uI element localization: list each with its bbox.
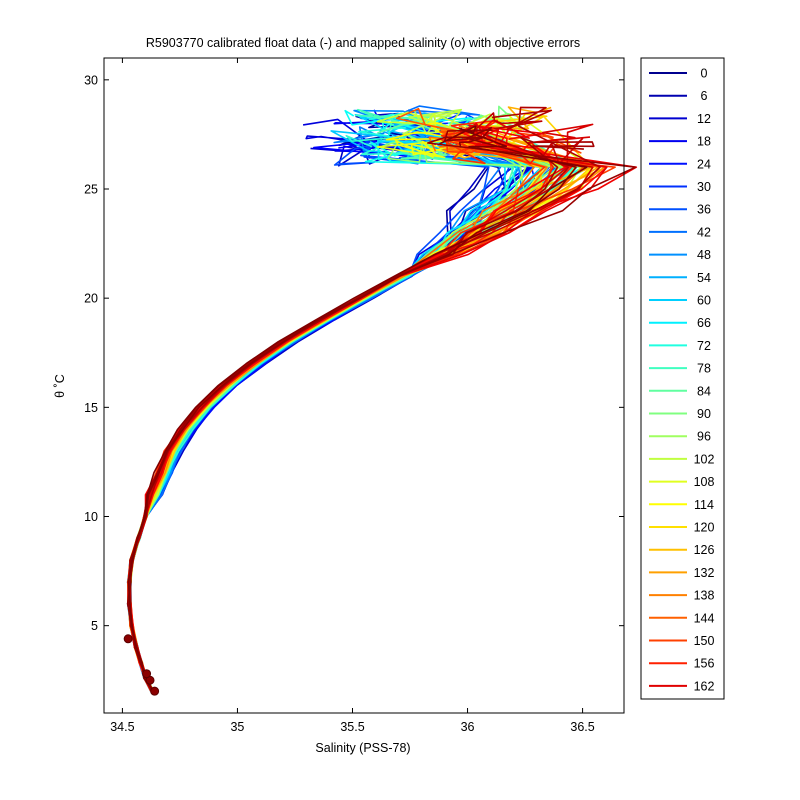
legend-label: 72 bbox=[697, 339, 711, 353]
legend-label: 12 bbox=[697, 112, 711, 126]
y-tick-label: 15 bbox=[84, 401, 98, 415]
legend-label: 132 bbox=[694, 566, 715, 580]
legend-label: 54 bbox=[697, 271, 711, 285]
x-tick-label: 35.5 bbox=[340, 720, 364, 734]
x-tick-label: 36.5 bbox=[570, 720, 594, 734]
x-tick-label: 36 bbox=[461, 720, 475, 734]
legend-label: 144 bbox=[694, 611, 715, 625]
legend-label: 78 bbox=[697, 362, 711, 376]
legend-label: 42 bbox=[697, 225, 711, 239]
legend-box bbox=[640, 57, 725, 700]
mapped-salinity-point bbox=[150, 686, 160, 696]
legend-label: 18 bbox=[697, 135, 711, 149]
legend-label: 126 bbox=[694, 543, 715, 557]
legend-entries: 0 6 12 18 24 30 36 42 48 54 60 66 72 78 84 90 96 102 108 11… bbox=[649, 67, 715, 693]
legend-label: 84 bbox=[697, 384, 711, 398]
plot-area: 34.5 35 35.5 36 36.5 5 10 15 20 25 30 bbox=[84, 57, 638, 734]
legend-label: 24 bbox=[697, 157, 711, 171]
legend-label: 114 bbox=[694, 498, 714, 512]
legend-label: 102 bbox=[694, 452, 715, 466]
legend-label: 120 bbox=[694, 521, 715, 535]
legend-label: 162 bbox=[694, 679, 715, 693]
legend-label: 96 bbox=[697, 430, 711, 444]
legend-label: 48 bbox=[697, 248, 711, 262]
plot-border bbox=[103, 57, 625, 714]
chart-title: R5903770 calibrated float data (-) and m… bbox=[146, 36, 580, 50]
x-tick-label: 34.5 bbox=[110, 720, 134, 734]
legend-label: 0 bbox=[701, 67, 708, 81]
legend-label: 138 bbox=[694, 589, 715, 603]
y-tick-label: 25 bbox=[84, 183, 98, 197]
mapped-salinity-point bbox=[123, 634, 133, 644]
legend-label: 66 bbox=[697, 316, 711, 330]
legend-label: 156 bbox=[694, 657, 715, 671]
profile-line bbox=[127, 125, 588, 692]
profile-lines bbox=[126, 105, 638, 692]
y-tick-label: 5 bbox=[91, 619, 98, 633]
legend: 0 6 12 18 24 30 36 42 48 54 60 66 72 78 84 90 96 102 108 11… bbox=[640, 57, 725, 700]
x-axis-ticks: 34.5 35 35.5 36 36.5 bbox=[110, 58, 595, 734]
legend-label: 108 bbox=[694, 475, 715, 489]
legend-label: 60 bbox=[697, 294, 711, 308]
y-tick-label: 10 bbox=[84, 510, 98, 524]
mapped-salinity-point bbox=[142, 669, 152, 679]
x-axis-label: Salinity (PSS-78) bbox=[315, 741, 410, 755]
profile-line bbox=[126, 126, 577, 692]
legend-label: 6 bbox=[701, 89, 708, 103]
mapped-salinity-points bbox=[123, 634, 160, 696]
x-tick-label: 35 bbox=[230, 720, 244, 734]
legend-label: 36 bbox=[697, 203, 711, 217]
y-axis-label: θ ˚C bbox=[53, 374, 67, 398]
legend-label: 150 bbox=[694, 634, 715, 648]
legend-label: 30 bbox=[697, 180, 711, 194]
y-axis-ticks: 5 10 15 20 25 30 bbox=[84, 73, 624, 633]
y-tick-label: 30 bbox=[84, 73, 98, 87]
legend-label: 90 bbox=[697, 407, 711, 421]
y-tick-label: 20 bbox=[84, 292, 98, 306]
